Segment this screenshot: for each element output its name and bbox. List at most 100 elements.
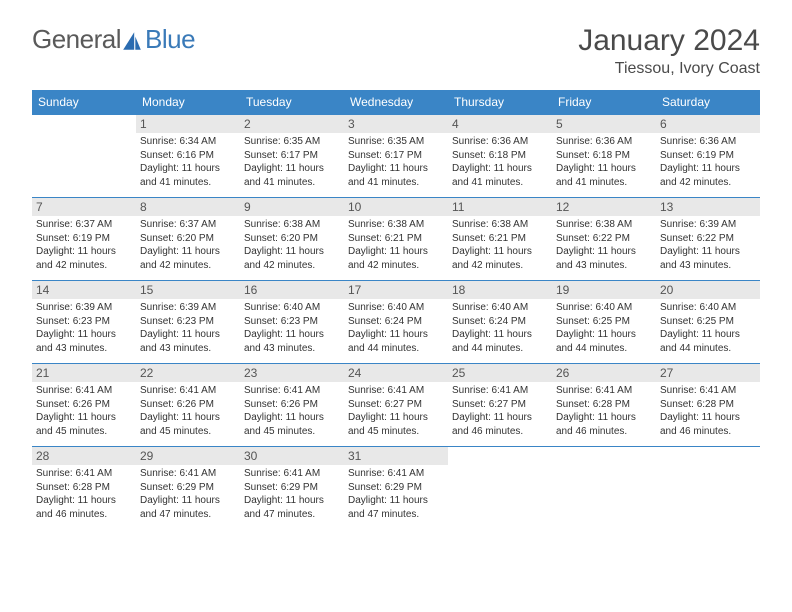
day-cell: 2 Sunrise: 6:35 AMSunset: 6:17 PMDaylight…: [240, 115, 344, 197]
day-number: 10: [344, 198, 448, 216]
day-number: 20: [656, 281, 760, 299]
day-details: Sunrise: 6:40 AMSunset: 6:24 PMDaylight:…: [348, 301, 444, 355]
day-details: Sunrise: 6:35 AMSunset: 6:17 PMDaylight:…: [348, 135, 444, 189]
day-cell: 25Sunrise: 6:41 AMSunset: 6:27 PMDayligh…: [448, 364, 552, 446]
day-cell: 7 Sunrise: 6:37 AMSunset: 6:19 PMDaylight…: [32, 198, 136, 280]
day-number: 9: [240, 198, 344, 216]
day-details: Sunrise: 6:35 AMSunset: 6:17 PMDaylight:…: [244, 135, 340, 189]
logo-text-1: General: [32, 24, 121, 55]
calendar-page: General Blue January 2024 Tiessou, Ivory…: [0, 0, 792, 553]
day-details: Sunrise: 6:40 AMSunset: 6:25 PMDaylight:…: [660, 301, 756, 355]
day-number: 13: [656, 198, 760, 216]
day-cell: 26Sunrise: 6:41 AMSunset: 6:28 PMDayligh…: [552, 364, 656, 446]
week-row: 1Sunrise: 6:34 AMSunset: 6:16 PMDaylight…: [32, 115, 760, 198]
day-details: Sunrise: 6:41 AMSunset: 6:26 PMDaylight:…: [36, 384, 132, 438]
day-number: 18: [448, 281, 552, 299]
day-details: Sunrise: 6:41 AMSunset: 6:27 PMDaylight:…: [348, 384, 444, 438]
day-details: Sunrise: 6:36 AMSunset: 6:18 PMDaylight:…: [556, 135, 652, 189]
day-number: 31: [344, 447, 448, 465]
day-number: 16: [240, 281, 344, 299]
day-cell: 11 Sunrise: 6:38 AMSunset: 6:21 PMDayligh…: [448, 198, 552, 280]
day-cell: 9 Sunrise: 6:38 AMSunset: 6:20 PMDaylight…: [240, 198, 344, 280]
day-header: Saturday: [656, 90, 760, 115]
day-number: 7: [32, 198, 136, 216]
logo-sail-icon: [121, 30, 143, 52]
day-number: 17: [344, 281, 448, 299]
day-details: Sunrise: 6:41 AMSunset: 6:29 PMDaylight:…: [244, 467, 340, 521]
day-number: 6: [656, 115, 760, 133]
logo: General Blue: [32, 24, 195, 55]
day-cell: 20 Sunrise: 6:40 AMSunset: 6:25 PMDayligh…: [656, 281, 760, 363]
day-cell: 24 Sunrise: 6:41 AMSunset: 6:27 PMDayligh…: [344, 364, 448, 446]
day-number: 21: [32, 364, 136, 382]
day-details: Sunrise: 6:41 AMSunset: 6:26 PMDaylight:…: [244, 384, 340, 438]
title-block: January 2024 Tiessou, Ivory Coast: [578, 24, 760, 78]
day-cell: [552, 447, 656, 529]
day-cell: 10 Sunrise: 6:38 AMSunset: 6:21 PMDayligh…: [344, 198, 448, 280]
day-header-row: SundayMondayTuesdayWednesdayThursdayFrid…: [32, 90, 760, 115]
day-details: Sunrise: 6:37 AMSunset: 6:19 PMDaylight:…: [36, 218, 132, 272]
month-title: January 2024: [578, 24, 760, 58]
day-details: Sunrise: 6:39 AMSunset: 6:23 PMDaylight:…: [140, 301, 236, 355]
day-details: Sunrise: 6:41 AMSunset: 6:29 PMDaylight:…: [348, 467, 444, 521]
day-cell: 3 Sunrise: 6:35 AMSunset: 6:17 PMDaylight…: [344, 115, 448, 197]
day-details: Sunrise: 6:36 AMSunset: 6:19 PMDaylight:…: [660, 135, 756, 189]
day-details: Sunrise: 6:38 AMSunset: 6:21 PMDaylight:…: [348, 218, 444, 272]
day-cell: 22Sunrise: 6:41 AMSunset: 6:26 PMDayligh…: [136, 364, 240, 446]
day-cell: 31 Sunrise: 6:41 AMSunset: 6:29 PMDayligh…: [344, 447, 448, 529]
day-details: Sunrise: 6:38 AMSunset: 6:22 PMDaylight:…: [556, 218, 652, 272]
day-number: 19: [552, 281, 656, 299]
day-cell: 29 Sunrise: 6:41 AMSunset: 6:29 PMDayligh…: [136, 447, 240, 529]
day-cell: 5 Sunrise: 6:36 AMSunset: 6:18 PMDaylight…: [552, 115, 656, 197]
day-number: 23: [240, 364, 344, 382]
day-number: 4: [448, 115, 552, 133]
day-cell: 16Sunrise: 6:40 AMSunset: 6:23 PMDayligh…: [240, 281, 344, 363]
day-cell: 17 Sunrise: 6:40 AMSunset: 6:24 PMDayligh…: [344, 281, 448, 363]
day-cell: 14Sunrise: 6:39 AMSunset: 6:23 PMDayligh…: [32, 281, 136, 363]
week-row: 28Sunrise: 6:41 AMSunset: 6:28 PMDayligh…: [32, 447, 760, 529]
day-details: Sunrise: 6:41 AMSunset: 6:28 PMDaylight:…: [36, 467, 132, 521]
day-number: 3: [344, 115, 448, 133]
header: General Blue January 2024 Tiessou, Ivory…: [32, 24, 760, 78]
day-number: 24: [344, 364, 448, 382]
day-cell: 15 Sunrise: 6:39 AMSunset: 6:23 PMDayligh…: [136, 281, 240, 363]
day-number: 22: [136, 364, 240, 382]
day-number: 30: [240, 447, 344, 465]
day-header: Tuesday: [240, 90, 344, 115]
day-number: 15: [136, 281, 240, 299]
day-number: 27: [656, 364, 760, 382]
day-header: Monday: [136, 90, 240, 115]
day-cell: [448, 447, 552, 529]
day-number: 29: [136, 447, 240, 465]
day-details: Sunrise: 6:39 AMSunset: 6:23 PMDaylight:…: [36, 301, 132, 355]
day-details: Sunrise: 6:41 AMSunset: 6:28 PMDaylight:…: [556, 384, 652, 438]
day-number: 12: [552, 198, 656, 216]
day-details: Sunrise: 6:34 AMSunset: 6:16 PMDaylight:…: [140, 135, 236, 189]
calendar-grid: SundayMondayTuesdayWednesdayThursdayFrid…: [32, 90, 760, 529]
day-cell: 18Sunrise: 6:40 AMSunset: 6:24 PMDayligh…: [448, 281, 552, 363]
day-details: Sunrise: 6:38 AMSunset: 6:20 PMDaylight:…: [244, 218, 340, 272]
day-cell: 13Sunrise: 6:39 AMSunset: 6:22 PMDayligh…: [656, 198, 760, 280]
day-number: 5: [552, 115, 656, 133]
week-row: 7 Sunrise: 6:37 AMSunset: 6:19 PMDaylight…: [32, 198, 760, 281]
day-cell: [32, 115, 136, 197]
day-number: 2: [240, 115, 344, 133]
day-cell: 30 Sunrise: 6:41 AMSunset: 6:29 PMDayligh…: [240, 447, 344, 529]
day-details: Sunrise: 6:41 AMSunset: 6:27 PMDaylight:…: [452, 384, 548, 438]
day-cell: 4 Sunrise: 6:36 AMSunset: 6:18 PMDaylight…: [448, 115, 552, 197]
day-cell: 6 Sunrise: 6:36 AMSunset: 6:19 PMDaylight…: [656, 115, 760, 197]
day-header: Thursday: [448, 90, 552, 115]
day-cell: 28Sunrise: 6:41 AMSunset: 6:28 PMDayligh…: [32, 447, 136, 529]
day-details: Sunrise: 6:38 AMSunset: 6:21 PMDaylight:…: [452, 218, 548, 272]
week-row: 21 Sunrise: 6:41 AMSunset: 6:26 PMDayligh…: [32, 364, 760, 447]
day-number: 11: [448, 198, 552, 216]
day-details: Sunrise: 6:36 AMSunset: 6:18 PMDaylight:…: [452, 135, 548, 189]
day-cell: 21 Sunrise: 6:41 AMSunset: 6:26 PMDayligh…: [32, 364, 136, 446]
day-details: Sunrise: 6:41 AMSunset: 6:29 PMDaylight:…: [140, 467, 236, 521]
day-details: Sunrise: 6:37 AMSunset: 6:20 PMDaylight:…: [140, 218, 236, 272]
day-details: Sunrise: 6:41 AMSunset: 6:28 PMDaylight:…: [660, 384, 756, 438]
day-details: Sunrise: 6:40 AMSunset: 6:25 PMDaylight:…: [556, 301, 652, 355]
day-cell: 12 Sunrise: 6:38 AMSunset: 6:22 PMDayligh…: [552, 198, 656, 280]
logo-text-2: Blue: [145, 24, 195, 55]
day-header: Wednesday: [344, 90, 448, 115]
